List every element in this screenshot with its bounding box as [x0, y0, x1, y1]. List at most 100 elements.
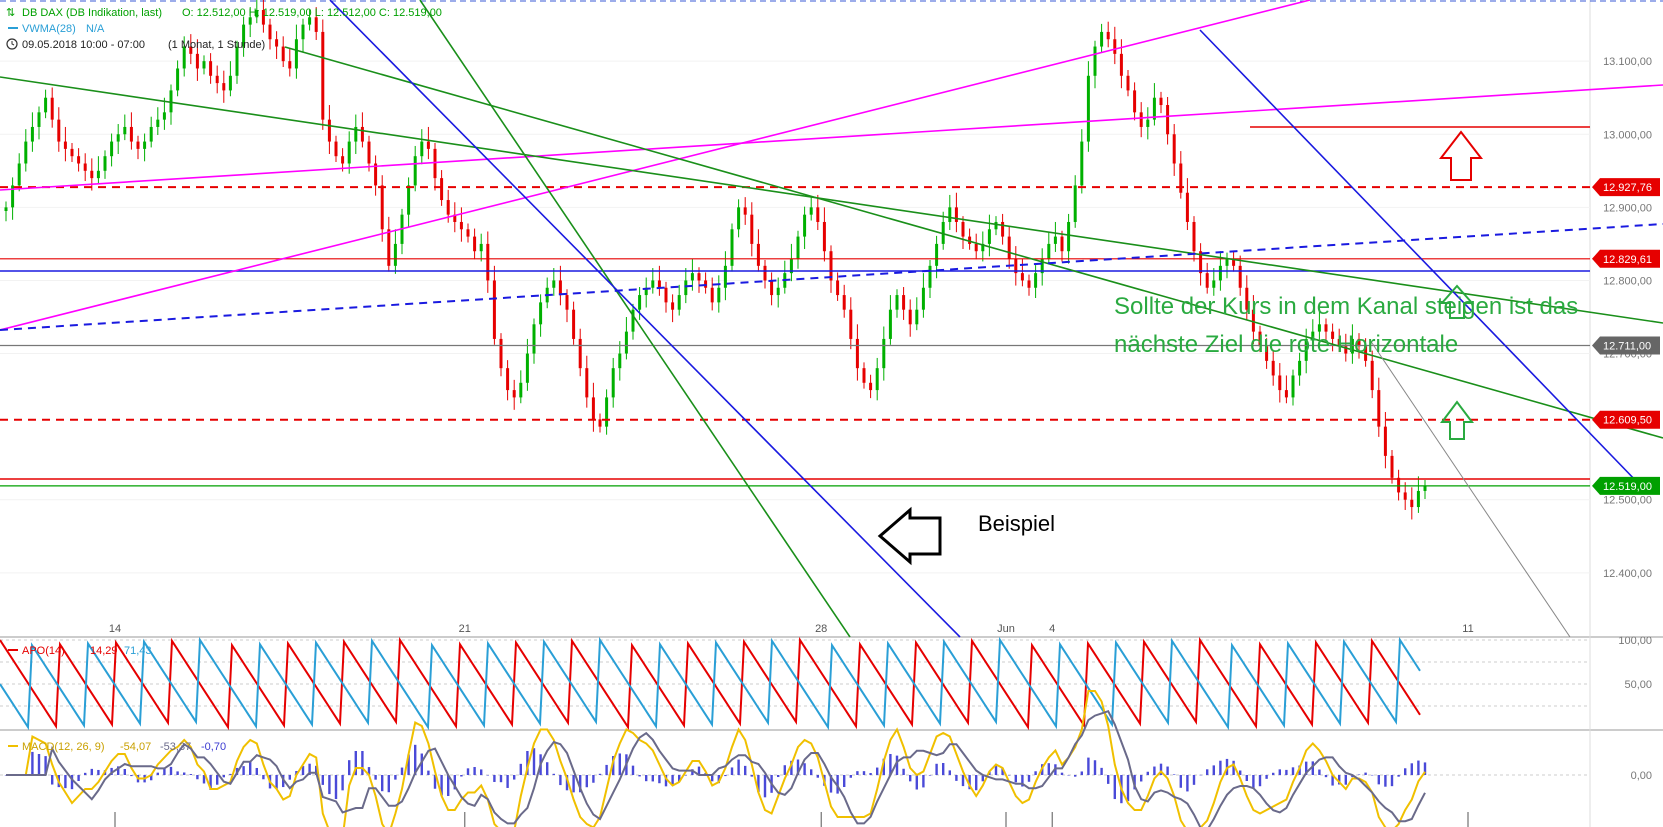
price-badge [1592, 476, 1660, 495]
candle-body [578, 338, 582, 369]
price-badge-label: 12.609,50 [1603, 415, 1652, 427]
candle-body [1185, 192, 1189, 222]
price-tick-label: 13.100,00 [1603, 56, 1652, 68]
macd-histogram-bar [354, 751, 357, 775]
candle-body [1139, 112, 1143, 127]
macd-histogram-bar [519, 763, 522, 775]
candle-body [1179, 163, 1183, 193]
candle-body [1304, 338, 1308, 361]
macd-histogram-bar [466, 768, 470, 775]
candle-body [334, 141, 338, 157]
candle-body [1040, 258, 1044, 274]
candle-body [1060, 236, 1064, 252]
candle-body [209, 61, 213, 76]
magenta-channel-upper [0, 0, 1311, 331]
macd-histogram-bar [1060, 772, 1064, 775]
macd-histogram-bar [585, 775, 588, 788]
candle-body [948, 207, 952, 222]
candle-body [347, 141, 351, 164]
candle-body [1251, 309, 1255, 332]
macd-histogram-bar [70, 775, 74, 790]
candle-body [849, 309, 853, 339]
macd-histogram-bar [387, 775, 390, 793]
candle-body [1073, 185, 1077, 222]
macd-histogram-bar [301, 766, 305, 775]
candle-body [684, 280, 688, 296]
candle-body [202, 61, 206, 69]
candle-body [189, 46, 193, 54]
candle-body [1370, 360, 1374, 391]
macd-histogram-bar [968, 775, 971, 790]
candle-body [228, 75, 232, 91]
price-tick-label: 12.900,00 [1603, 202, 1652, 214]
price-tick-label: 12.800,00 [1603, 275, 1652, 287]
macd-histogram-bar [1021, 775, 1024, 787]
macd-histogram-bar [1212, 765, 1215, 775]
candle-body [1278, 375, 1282, 391]
macd-histogram-bar [1008, 775, 1011, 776]
candle-body [506, 368, 510, 391]
candle-body [1357, 338, 1361, 347]
apo-red-line [0, 636, 1421, 731]
macd-histogram-bar [1371, 774, 1374, 776]
candle-body [1324, 324, 1328, 332]
candle-body [1390, 455, 1394, 478]
macd-histogram-bar [1384, 775, 1387, 787]
candle-body [242, 24, 246, 47]
macd-histogram-bar [460, 775, 463, 777]
macd-histogram-bar [750, 775, 753, 777]
macd-histogram-bar [843, 775, 846, 787]
candle-body [888, 309, 892, 339]
macd-histogram-bar [163, 768, 166, 775]
price-badge [1592, 410, 1660, 429]
candle-body [314, 17, 318, 32]
candle-body [1119, 53, 1123, 76]
candle-body [1337, 338, 1341, 347]
candle-body [1291, 375, 1295, 398]
candle-body [565, 295, 569, 310]
macd-histogram-bar [480, 769, 483, 775]
candle-body [1053, 236, 1057, 244]
candle-body [341, 156, 345, 164]
macd-histogram-bar [1258, 775, 1262, 787]
macd-histogram-bar [697, 766, 701, 775]
macd-histogram-bar [64, 775, 67, 789]
macd-histogram-bar [1311, 761, 1314, 775]
macd-histogram-bar [1067, 775, 1070, 776]
macd-histogram-bar [598, 773, 602, 775]
macd-histogram-bar [664, 775, 668, 787]
candle-body [921, 287, 925, 310]
candle-body [829, 251, 833, 281]
apo-blue-line [0, 636, 1421, 731]
macd-histogram-bar [1417, 760, 1420, 775]
macd-histogram-bar [1100, 767, 1103, 775]
candle-body [492, 280, 496, 339]
candle-body [321, 31, 325, 120]
candle-body [420, 141, 424, 157]
macd-histogram-bar [1192, 775, 1196, 785]
macd-histogram-bar [1245, 775, 1248, 781]
macd-histogram-bar [1140, 775, 1143, 782]
candle-body [17, 163, 21, 186]
macd-signal-value: -53,37 [160, 741, 191, 753]
candle-body [968, 236, 972, 244]
candle-body [690, 273, 694, 281]
macd-histogram-bar [645, 775, 648, 782]
macd-histogram-bar [288, 775, 291, 780]
macd-histogram-bar [1232, 760, 1235, 775]
candle-body [908, 309, 912, 325]
candle-body [664, 287, 668, 303]
candle-body [657, 280, 661, 288]
candle-body [162, 112, 166, 120]
candle-body [1331, 331, 1335, 339]
macd-histogram-bar [961, 775, 965, 787]
blue-steep-line [329, 0, 961, 638]
candle-body [1034, 273, 1038, 288]
macd-histogram-bar [810, 769, 813, 775]
macd-histogram-bar [209, 775, 212, 790]
macd-histogram-bar [928, 775, 932, 776]
time-tick-label: 21 [459, 623, 471, 635]
candle-body [327, 119, 331, 142]
macd-histogram-bar [658, 775, 661, 784]
macd-histogram-bar [1087, 757, 1090, 775]
